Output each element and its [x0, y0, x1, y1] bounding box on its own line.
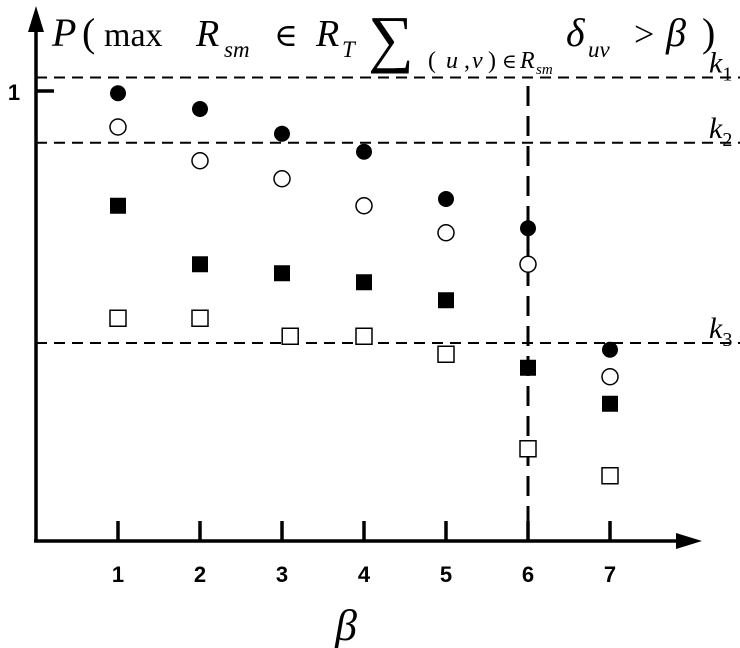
title-delta-sub: uv [588, 37, 611, 62]
title-r-sub: sm [224, 37, 250, 62]
open-circle-point-3 [273, 170, 291, 188]
title-in: ∈ [274, 17, 298, 53]
filled-square-point-7 [602, 395, 618, 412]
x-ticks: 1 2 3 4 5 6 7 [112, 521, 616, 587]
filled-square-point-5 [438, 292, 454, 309]
open-square-point-7 [601, 467, 619, 485]
filled-square-point-2 [192, 256, 208, 273]
open-circle-point-1 [109, 118, 127, 136]
filled-circle-point-2 [192, 101, 208, 117]
title-p: P [51, 10, 76, 55]
x-tick-label-4: 4 [358, 562, 371, 587]
title-delta: δ [566, 10, 586, 55]
open-circle-point-7 [601, 368, 619, 386]
x-tick-label-7: 7 [604, 562, 616, 587]
chart-title: P ( max R sm ∈ R T ∑ ( u , v ) ∈ R sm δ … [51, 3, 715, 78]
open-circle-point-4 [355, 197, 373, 215]
reference-lines: k1 k2 k3 [36, 47, 740, 541]
filled-square-point-6 [520, 359, 536, 376]
filled-circle-point-6 [520, 220, 536, 237]
title-sigma: ∑ [368, 3, 414, 74]
y-axis-arrowhead [28, 6, 44, 32]
x-tick-label-1: 1 [112, 562, 124, 587]
x-axis-arrowhead [676, 533, 702, 549]
filled-circle-point-5 [438, 191, 454, 207]
title-idx-r: R [519, 48, 535, 74]
title-beta: β [665, 10, 686, 55]
filled-circle-point-3 [274, 125, 290, 142]
filled-square-point-3 [274, 265, 290, 282]
threshold-label-k2: k2 [709, 112, 732, 151]
title-rt: R [315, 13, 339, 55]
open-square-point-3 [281, 327, 299, 345]
axes: 1 β [8, 6, 702, 648]
threshold-label-k3: k3 [709, 312, 732, 351]
filled-circle-point-4 [356, 143, 372, 160]
title-idx-close: ) [488, 48, 496, 74]
title-idx-open: ( [428, 48, 436, 74]
title-close-paren: ) [702, 10, 715, 55]
open-circle-point-2 [191, 152, 209, 170]
open-square-point-4 [355, 327, 373, 345]
open-square-point-1 [109, 309, 127, 327]
x-tick-label-2: 2 [194, 562, 206, 587]
filled-circle-point-7 [602, 341, 618, 358]
open-circle-point-5 [437, 224, 455, 242]
x-tick-label-3: 3 [276, 562, 288, 587]
open-square-point-2 [191, 309, 209, 327]
title-open-paren: ( [82, 10, 95, 55]
data-points [109, 85, 619, 485]
x-tick-label-5: 5 [440, 562, 452, 587]
y-tick-label-1: 1 [8, 80, 20, 105]
title-max: max [104, 17, 163, 54]
x-tick-label-6: 6 [522, 562, 534, 587]
title-idx-in: ∈ [502, 51, 517, 73]
title-idx-v: v [472, 48, 483, 74]
title-r: R [195, 13, 219, 55]
open-square-point-5 [437, 345, 455, 363]
open-circle-point-6 [519, 255, 537, 273]
title-gt: > [634, 14, 654, 54]
open-square-point-6 [519, 440, 537, 458]
threshold-label-k1: k1 [709, 47, 732, 86]
title-idx-u: u [446, 48, 458, 74]
filled-square-point-4 [356, 274, 372, 291]
title-idx-r-sub: sm [536, 62, 553, 78]
filled-circle-point-1 [110, 85, 126, 102]
filled-square-point-1 [110, 197, 126, 214]
title-rt-sub: T [342, 37, 357, 62]
title-idx-comma: , [464, 48, 470, 74]
x-axis-label: β [334, 601, 357, 648]
